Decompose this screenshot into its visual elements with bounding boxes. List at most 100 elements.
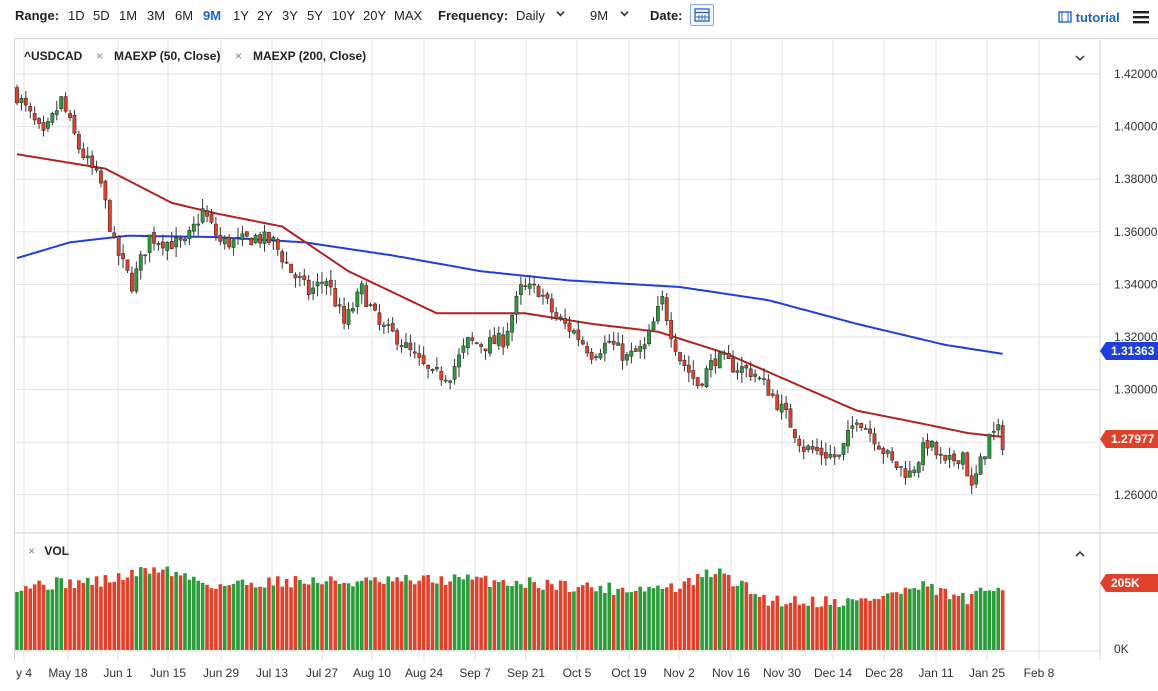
time-tick-label: Feb 8	[1024, 666, 1055, 680]
frequency-dropdown[interactable]: Daily	[516, 8, 545, 23]
volume-bar	[801, 603, 806, 650]
candle-body	[160, 241, 165, 249]
volume-bar	[616, 588, 620, 650]
range-1m[interactable]: 1M	[119, 8, 138, 23]
candle-body	[116, 236, 121, 256]
range-3m[interactable]: 3M	[147, 8, 166, 23]
candle-body	[642, 344, 647, 350]
candle-body	[669, 320, 674, 340]
tutorial-label: tutorial	[1075, 10, 1120, 25]
volume-bar	[320, 584, 324, 650]
candle-body	[399, 345, 404, 347]
candle-body	[815, 447, 819, 451]
chevron-down-icon[interactable]	[1075, 55, 1085, 62]
symbol-label[interactable]: ^USDCAD	[24, 49, 83, 63]
candle-body	[744, 365, 749, 369]
remove-ma50-icon[interactable]: ×	[96, 49, 104, 63]
volume-bar	[130, 569, 134, 650]
volume-bar	[324, 581, 329, 650]
volume-bar	[519, 584, 523, 650]
volume-bar	[691, 585, 696, 650]
volume-bar	[921, 581, 925, 650]
candle-body	[983, 456, 987, 460]
calendar-button[interactable]	[690, 4, 714, 26]
range-1y[interactable]: 1Y	[233, 8, 249, 23]
candle-body	[846, 429, 850, 447]
range-3y[interactable]: 3Y	[282, 8, 298, 23]
range-10y[interactable]: 10Y	[332, 8, 356, 23]
period-dropdown[interactable]: 9M	[590, 8, 609, 23]
volume-bar	[647, 586, 651, 650]
volume-bar	[678, 588, 682, 650]
volume-bar	[510, 586, 514, 650]
collapse-volume-button[interactable]	[1075, 550, 1085, 557]
volume-bar	[726, 574, 731, 650]
volume-bar	[832, 599, 837, 650]
ma50-legend[interactable]: MAEXP (50, Close)	[114, 49, 221, 63]
volume-bar	[550, 584, 554, 650]
candle-body	[395, 330, 400, 345]
time-tick-label: Jul 27	[306, 666, 338, 680]
volume-tag-bg	[1100, 574, 1158, 592]
volume-bar	[249, 582, 254, 650]
volume-bar	[94, 576, 99, 650]
candle-body	[214, 223, 218, 236]
candle-body	[421, 355, 426, 364]
range-5d[interactable]: 5D	[93, 8, 110, 23]
volume-bar	[563, 580, 567, 650]
chevron-up-icon[interactable]	[1075, 550, 1085, 557]
candle-body	[527, 283, 532, 289]
volume-bar	[731, 586, 735, 650]
candle-body	[165, 242, 170, 251]
time-tick-label: Dec 28	[865, 666, 903, 680]
range-20y[interactable]: 20Y	[363, 8, 387, 23]
candle-body	[797, 438, 802, 446]
volume-bar	[337, 584, 342, 650]
time-tick-label: Dec 14	[814, 666, 852, 680]
volume-bar	[735, 585, 740, 650]
chevron-down-icon[interactable]	[556, 9, 565, 18]
volume-bars	[15, 566, 1005, 650]
tutorial-link[interactable]: tutorial	[1058, 10, 1120, 25]
remove-ma200-icon[interactable]: ×	[235, 49, 243, 63]
collapse-price-button[interactable]	[1075, 55, 1085, 62]
candle-body	[956, 460, 961, 464]
range-1d[interactable]: 1D	[68, 8, 85, 23]
range-2y[interactable]: 2Y	[257, 8, 273, 23]
volume-bar	[576, 587, 581, 650]
volume-bar	[903, 587, 908, 650]
volume-bar	[850, 599, 855, 650]
volume-bar	[156, 572, 161, 650]
time-tick-label: y 4	[16, 666, 32, 680]
volume-bar	[50, 589, 55, 650]
menu-icon[interactable]	[1133, 10, 1149, 24]
price-tick-label: 1.40000	[1114, 120, 1158, 134]
chevron-down-icon[interactable]	[620, 9, 629, 18]
range-5y[interactable]: 5Y	[307, 8, 323, 23]
volume-bar	[448, 581, 452, 650]
candle-body	[589, 351, 594, 360]
ma200-legend[interactable]: MAEXP (200, Close)	[253, 49, 367, 63]
volume-bar	[28, 588, 33, 650]
volume-bar	[965, 604, 970, 650]
volume-bar	[828, 605, 833, 650]
last-price-tag: 1.27977	[1111, 432, 1155, 446]
range-max[interactable]: MAX	[394, 8, 423, 23]
candle-body	[461, 345, 466, 353]
volume-bar	[532, 582, 536, 650]
volume-bar	[819, 606, 824, 650]
candle-body	[112, 232, 117, 238]
remove-volume-icon[interactable]: ×	[28, 544, 36, 558]
volume-bar	[231, 583, 236, 650]
candle-body	[457, 354, 461, 368]
range-9m[interactable]: 9M	[203, 8, 222, 23]
candle-body	[448, 380, 453, 383]
volume-bar	[784, 604, 788, 650]
range-6m[interactable]: 6M	[175, 8, 194, 23]
volume-bar	[196, 580, 201, 650]
volume-bar	[978, 587, 983, 650]
candle-body	[320, 281, 324, 284]
volume-bar	[426, 574, 430, 650]
candle-body	[854, 422, 859, 425]
